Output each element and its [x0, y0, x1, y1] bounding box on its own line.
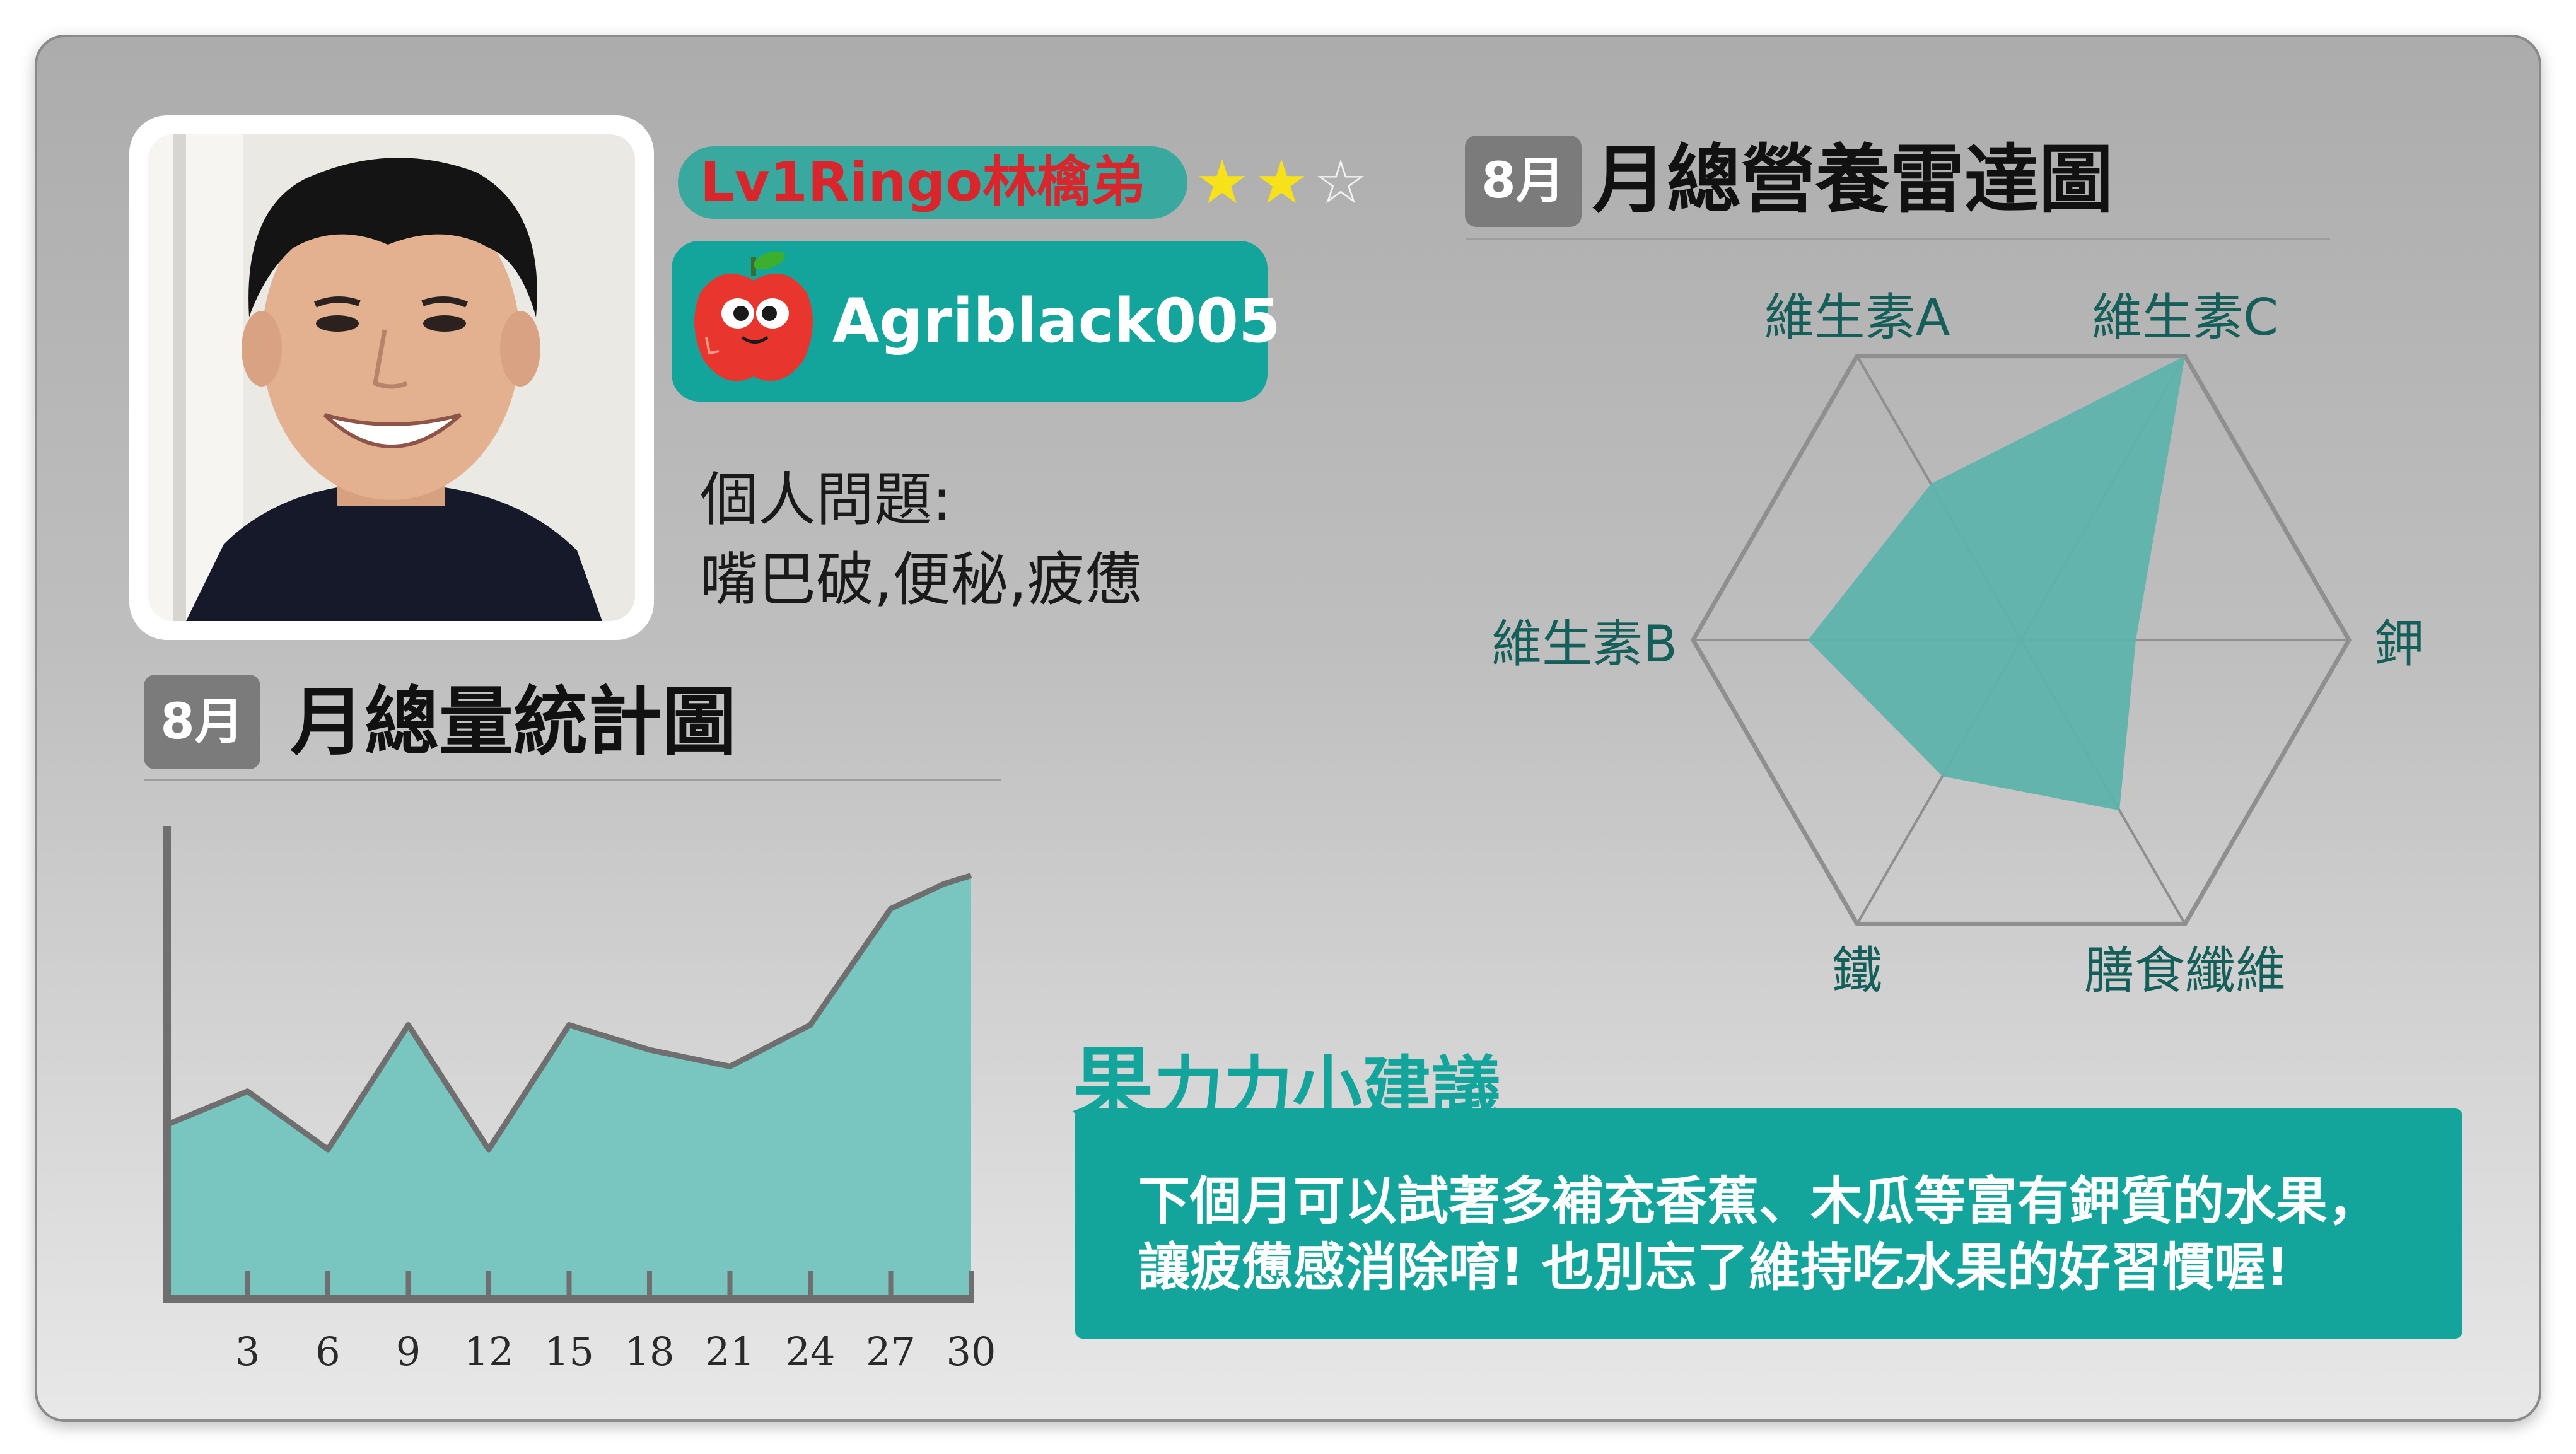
radar-axis-label: 維生素C — [2092, 288, 2278, 347]
x-tick-label: 6 — [315, 1329, 340, 1375]
apple-mascot-icon — [694, 251, 813, 381]
x-tick-label: 3 — [235, 1329, 260, 1375]
radar-month-badge: 8月 — [1465, 136, 1582, 227]
x-tick-label: 9 — [396, 1329, 421, 1375]
tip-line-2: 讓疲憊感消除唷! 也別忘了維持吃水果的好習慣喔! — [1138, 1238, 2290, 1298]
radar-title: 月總營養雷達圖 — [1592, 136, 2114, 223]
radar-axis-label: 維生素A — [1764, 288, 1950, 347]
radar-axis-label: 維生素B — [1491, 615, 1677, 673]
x-tick-label: 15 — [544, 1329, 594, 1375]
tip-box: 下個月可以試著多補充香蕉、木瓜等富有鉀質的水果， 讓疲憊感消除唷! 也別忘了維持… — [1075, 1108, 2462, 1339]
area-fill — [167, 875, 971, 1299]
user-name-pill — [678, 146, 1187, 219]
radar-axis-label: 膳食纖維 — [2084, 941, 2286, 1001]
rating-stars: ★★☆ — [1195, 146, 1373, 219]
user-name: Lv1Ringo林檎弟 — [700, 151, 1146, 214]
x-tick-label: 27 — [866, 1329, 916, 1375]
radar-area — [1808, 356, 2185, 811]
monthly-area-chart: 3 6 9 12 15 18 21 24 27 30 — [163, 826, 996, 1375]
monthly-month-badge: 8月 — [144, 675, 260, 769]
monthly-title: 月總量統計圖 — [290, 678, 737, 765]
x-tick-label: 24 — [786, 1329, 836, 1375]
radar-axis-label: 鐵 — [1832, 941, 1882, 1001]
issues-title: 個人問題: — [700, 466, 952, 533]
area-line — [166, 873, 972, 1153]
x-tick-label: 30 — [947, 1329, 996, 1375]
star-empty-icon: ☆ — [1314, 147, 1373, 218]
user-id: Agriblack005 — [832, 286, 1281, 356]
issues-text: 嘴巴破,便秘,疲憊 — [700, 546, 1143, 614]
avatar[interactable] — [148, 134, 635, 621]
radar-axis-label: 鉀 — [2374, 615, 2425, 673]
nutrition-radar-chart — [1690, 354, 2352, 926]
x-tick-label: 21 — [705, 1329, 755, 1375]
radar-title-divider — [1466, 238, 2330, 240]
x-tick-label: 18 — [625, 1329, 675, 1375]
x-tick-label: 12 — [464, 1329, 514, 1375]
star-filled-icon: ★ — [1195, 147, 1255, 218]
star-filled-icon: ★ — [1254, 147, 1314, 218]
monthly-title-divider — [144, 779, 1001, 781]
tip-line-1: 下個月可以試著多補充香蕉、木瓜等富有鉀質的水果， — [1138, 1172, 2380, 1231]
avatar-frame — [129, 115, 654, 640]
